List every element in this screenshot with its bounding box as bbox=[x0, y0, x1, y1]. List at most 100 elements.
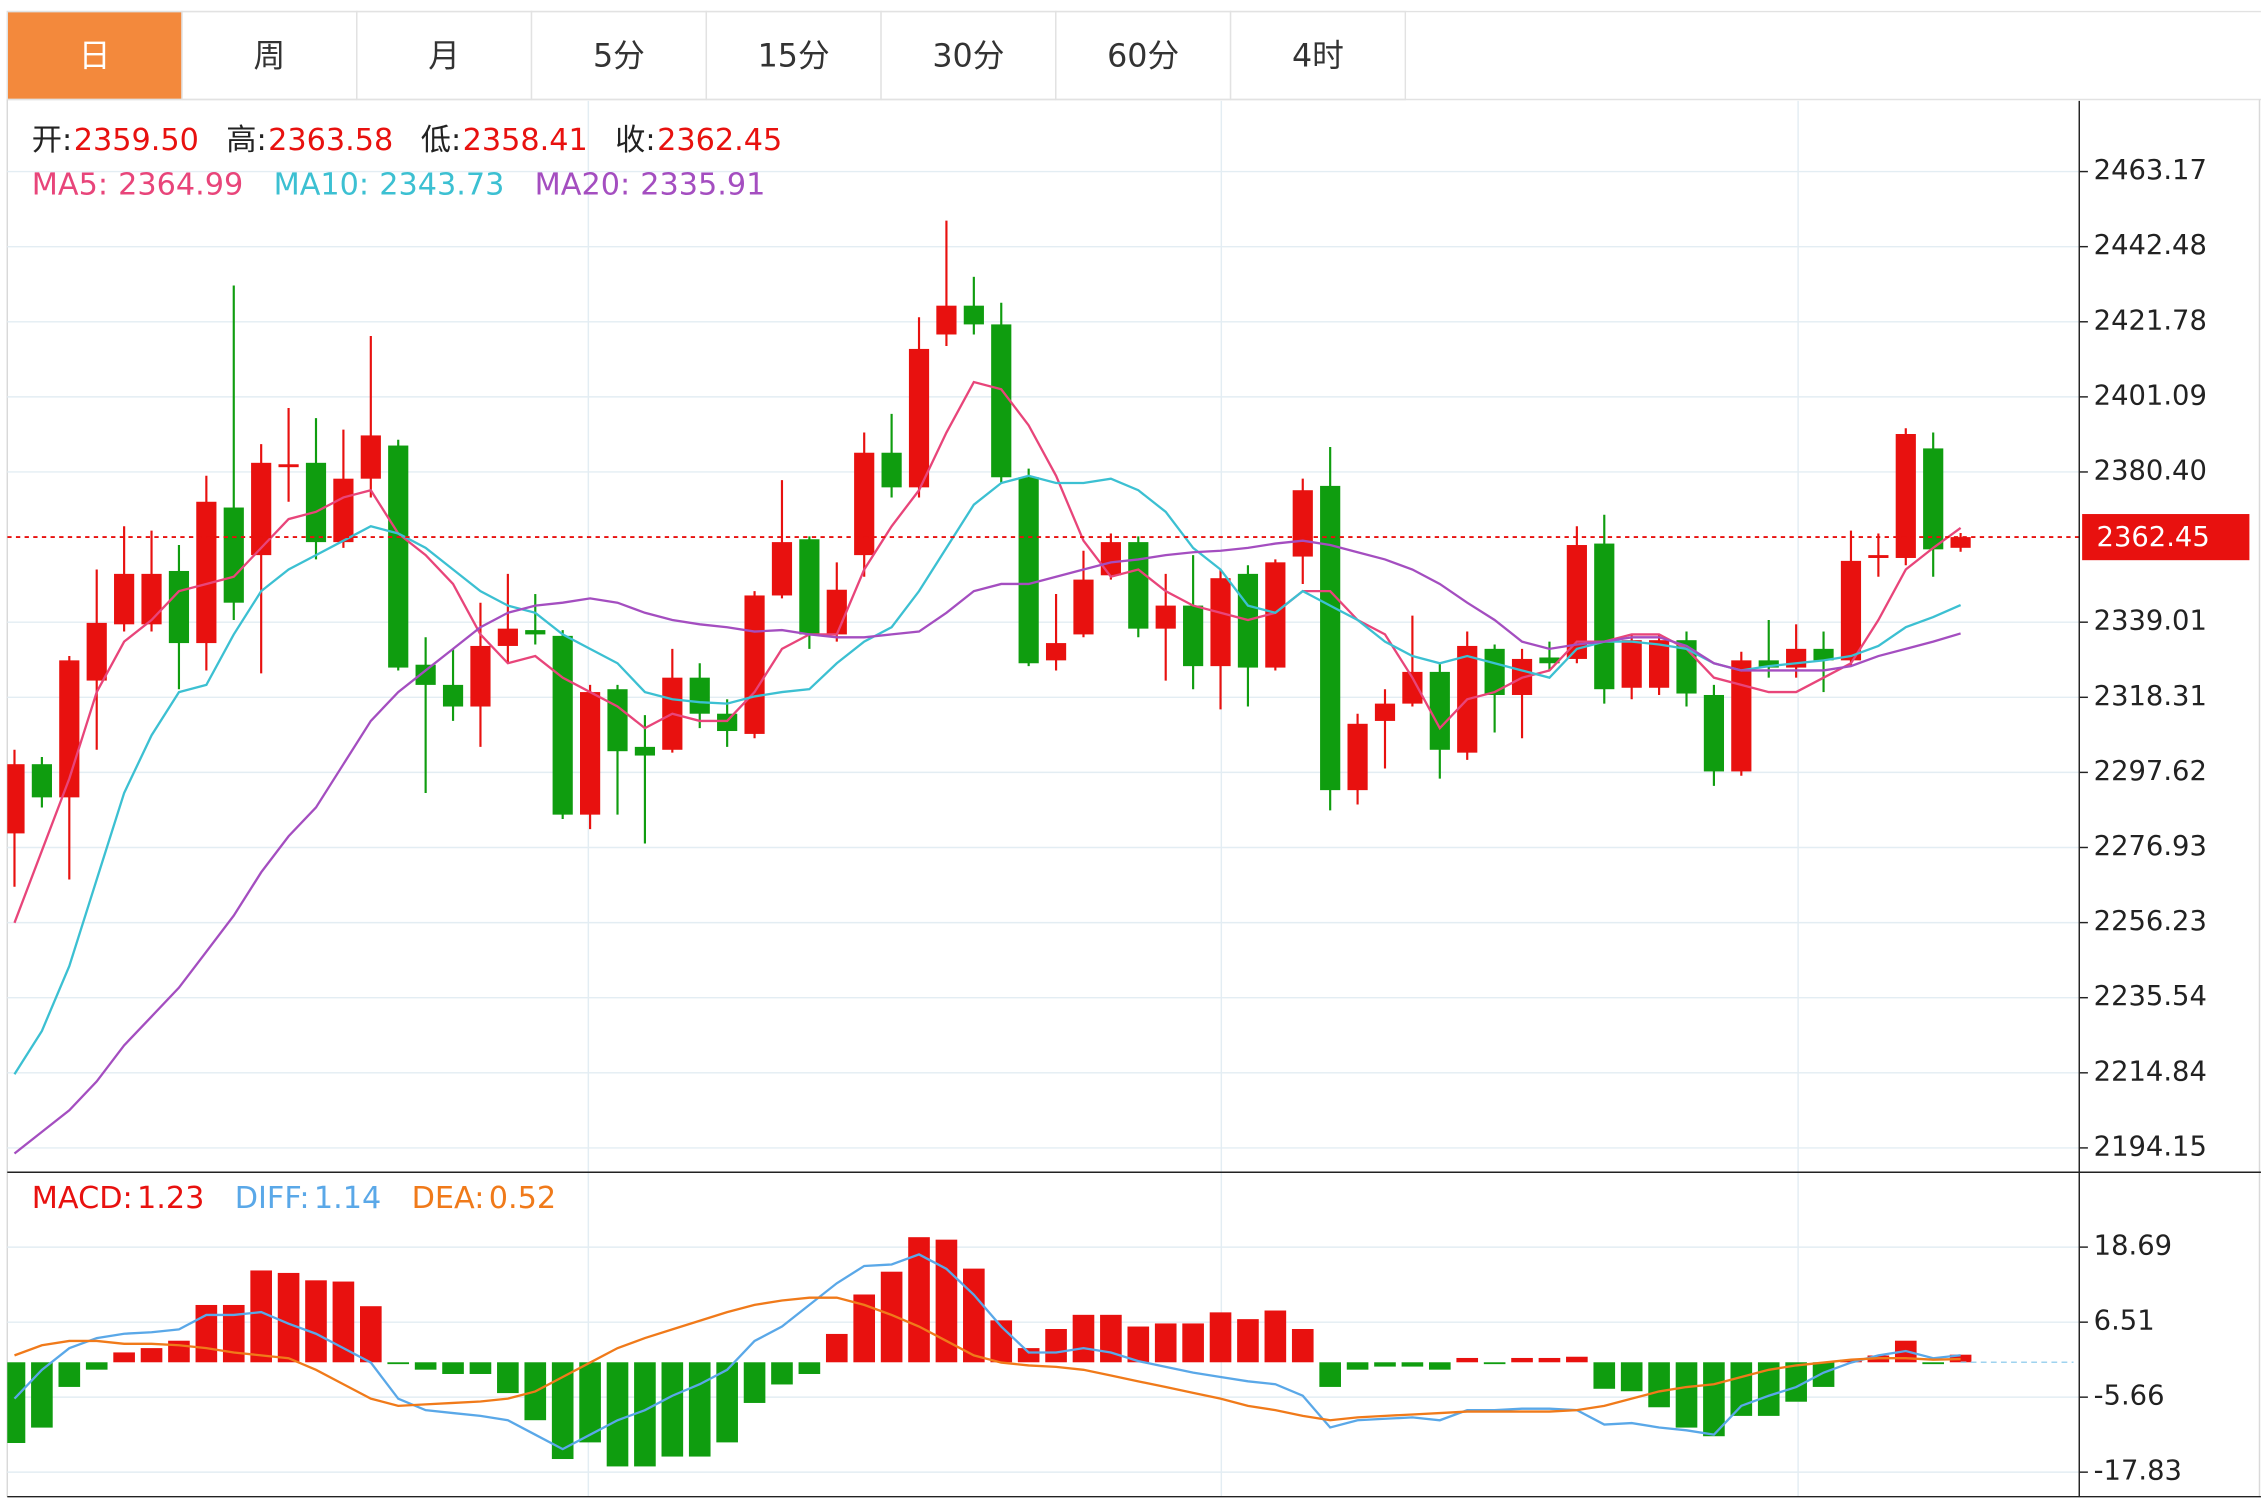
line bbox=[13, 1253, 1961, 1451]
macd-bar bbox=[771, 1362, 793, 1385]
candle-body bbox=[1183, 605, 1204, 667]
header-name: 高: bbox=[226, 123, 266, 158]
candle-body bbox=[1210, 578, 1231, 667]
macd-bar bbox=[31, 1362, 53, 1428]
header-value: 2362.45 bbox=[657, 123, 782, 158]
line bbox=[13, 474, 1962, 1075]
candle-body bbox=[580, 692, 601, 815]
candle-body bbox=[114, 573, 135, 625]
header-name: 低: bbox=[421, 123, 461, 158]
y-tick-label: 2339.01 bbox=[2094, 606, 2207, 637]
tab-box[interactable] bbox=[705, 10, 882, 101]
macd-bar bbox=[1538, 1357, 1561, 1363]
macd-bar bbox=[1072, 1314, 1095, 1363]
tab-label[interactable]: 5分 bbox=[593, 39, 645, 75]
tab[interactable]: 周 bbox=[181, 10, 358, 101]
candle-body bbox=[1731, 660, 1752, 772]
macd-bar bbox=[1703, 1362, 1725, 1437]
tab-label[interactable]: 60分 bbox=[1107, 39, 1179, 75]
tab-box[interactable] bbox=[6, 10, 183, 101]
candle-body bbox=[333, 478, 354, 543]
y-tick-label: 2401.09 bbox=[2094, 380, 2207, 411]
macd-bar bbox=[1757, 1362, 1780, 1416]
macd-bar bbox=[1730, 1362, 1753, 1416]
candle-body bbox=[1100, 542, 1121, 576]
y-tick-label: 2256.23 bbox=[2094, 906, 2207, 937]
macd-bar bbox=[743, 1362, 766, 1403]
candle-body bbox=[1868, 555, 1889, 558]
tab[interactable]: 月 bbox=[356, 10, 533, 101]
price-panel bbox=[7, 220, 2080, 1155]
candle-body bbox=[689, 677, 710, 714]
candle-body bbox=[470, 645, 491, 707]
macd-bar bbox=[1154, 1323, 1177, 1363]
legend-value: 2364.99 bbox=[118, 168, 243, 203]
candle-body bbox=[1758, 660, 1779, 668]
tab[interactable]: 4时 bbox=[1229, 10, 1407, 101]
tab-label[interactable]: 4时 bbox=[1292, 39, 1344, 75]
tab-label[interactable]: 15分 bbox=[758, 39, 830, 75]
candle-body bbox=[360, 435, 381, 479]
candle-body bbox=[223, 507, 244, 603]
tab-label[interactable]: 30分 bbox=[932, 39, 1004, 75]
tab-box[interactable] bbox=[880, 10, 1057, 101]
candle-body bbox=[1402, 671, 1423, 704]
y-tick-label: 2276.93 bbox=[2094, 831, 2207, 862]
candle-body bbox=[31, 764, 52, 798]
tab-label[interactable]: 月 bbox=[428, 39, 460, 75]
macd-bar bbox=[1237, 1319, 1259, 1363]
candle-body bbox=[991, 324, 1012, 478]
header-name: 收: bbox=[615, 123, 655, 158]
macd-bar bbox=[716, 1362, 738, 1443]
y-tick-label: 2421.78 bbox=[2094, 305, 2207, 336]
candle-body bbox=[1484, 648, 1505, 695]
macd-bar bbox=[1428, 1362, 1451, 1370]
candle-body bbox=[1320, 485, 1341, 791]
tab[interactable]: 30分 bbox=[880, 10, 1057, 101]
candle-body bbox=[388, 445, 409, 668]
macd-bar bbox=[908, 1237, 930, 1363]
tab-label[interactable]: 日 bbox=[79, 39, 111, 75]
candle-body bbox=[717, 713, 738, 732]
candle-body bbox=[963, 305, 984, 325]
candle-body bbox=[1649, 640, 1670, 688]
macd-bar bbox=[58, 1362, 81, 1387]
macd-bar bbox=[195, 1304, 218, 1363]
tab-box[interactable] bbox=[1229, 10, 1407, 101]
macd-bar bbox=[85, 1362, 108, 1370]
macd-bar bbox=[277, 1272, 300, 1363]
legend-value: 2335.91 bbox=[640, 168, 765, 203]
tab[interactable]: 日 bbox=[6, 10, 183, 101]
candle-body bbox=[1566, 545, 1587, 659]
candle-body bbox=[7, 764, 25, 834]
tab-label[interactable]: 周 bbox=[254, 39, 286, 75]
candle-body bbox=[525, 630, 546, 635]
candle-body bbox=[1895, 434, 1916, 558]
legend-name: MACD: bbox=[32, 1181, 133, 1216]
tab[interactable]: 15分 bbox=[705, 10, 882, 101]
candle-body bbox=[771, 542, 793, 596]
candle-body bbox=[908, 348, 930, 488]
tab[interactable]: 5分 bbox=[530, 10, 708, 101]
tab-box[interactable] bbox=[530, 10, 708, 101]
legend-value: 2343.73 bbox=[379, 168, 504, 203]
macd-bar bbox=[1566, 1356, 1588, 1363]
macd-bar bbox=[332, 1281, 355, 1363]
candle-body bbox=[1923, 448, 1944, 550]
legend-name: DIFF: bbox=[235, 1181, 310, 1216]
macd-bar bbox=[661, 1362, 684, 1457]
candle-body bbox=[415, 664, 436, 685]
macd-panel bbox=[7, 1237, 2074, 1467]
y-tick-label: -5.66 bbox=[2094, 1381, 2165, 1412]
tab-box[interactable] bbox=[181, 10, 358, 101]
macd-bar bbox=[935, 1239, 958, 1363]
candle-body bbox=[936, 305, 957, 335]
macd-bar bbox=[305, 1280, 327, 1363]
macd-bar bbox=[140, 1348, 163, 1363]
y-tick-label: 2442.48 bbox=[2094, 230, 2207, 261]
macd-bar bbox=[1593, 1362, 1616, 1389]
tab[interactable]: 60分 bbox=[1055, 10, 1232, 101]
